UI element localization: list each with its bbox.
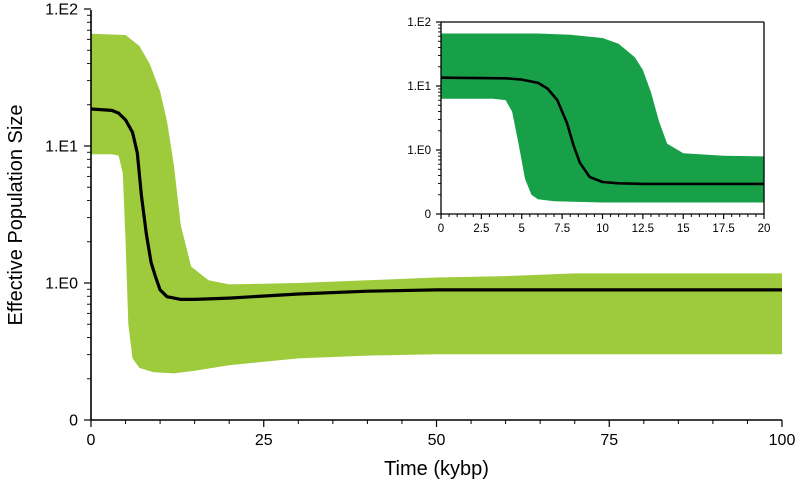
- y-tick-label: 1.E1: [45, 139, 78, 156]
- y-tick-label: 1.E0: [45, 276, 78, 293]
- x-tick-label: 2.5: [473, 223, 489, 235]
- inset-skyline-plot: 0 2.5 5 7.5 10 12.5 15 17.5 20 1.E2 1.E1 1.E0 0: [407, 17, 770, 235]
- y-tick-label: 0: [425, 209, 431, 221]
- x-axis-title: Time (kybp): [384, 458, 489, 480]
- x-tick-label: 7.5: [554, 223, 570, 235]
- median-line: [90, 107, 782, 301]
- x-tick-label: 12.5: [632, 223, 654, 235]
- x-tick-label: 5: [519, 223, 525, 235]
- median-line: [440, 76, 764, 186]
- y-axis-title: Effective Population Size: [5, 105, 27, 326]
- x-tick-label: 75: [600, 432, 618, 449]
- confidence-band: [441, 33, 764, 203]
- x-tick-label: 0: [438, 223, 444, 235]
- y-tick-label: 1.E2: [407, 17, 431, 29]
- y-tick-label: 1.E1: [407, 81, 431, 93]
- x-tick-label: 10: [596, 223, 609, 235]
- y-tick-label: 0: [69, 413, 78, 430]
- x-tick-label: 50: [428, 432, 446, 449]
- x-tick-label: 15: [677, 223, 690, 235]
- x-tick-label: 100: [769, 432, 796, 449]
- x-tick-label: 17.5: [712, 223, 734, 235]
- x-tick-label: 0: [87, 432, 96, 449]
- y-tick-label: 1.E2: [45, 2, 78, 19]
- x-tick-label: 25: [255, 432, 273, 449]
- x-tick-label: 20: [758, 223, 771, 235]
- y-tick-label: 1.E0: [407, 145, 431, 157]
